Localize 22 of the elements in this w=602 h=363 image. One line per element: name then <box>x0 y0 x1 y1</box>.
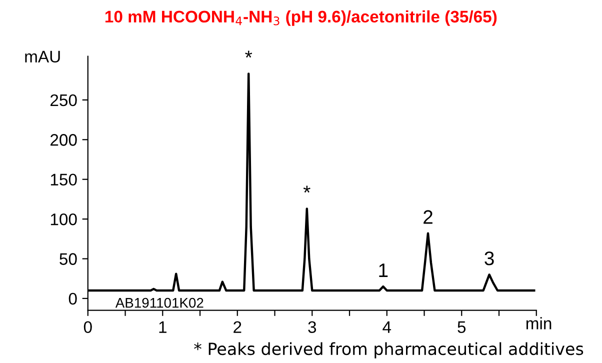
text: * Peaks derived from pharmaceutical additives <box>194 342 584 358</box>
y-tick-label: 50 <box>60 253 77 265</box>
annotation: 2 <box>424 210 432 224</box>
y-tick-label: 250 <box>50 94 77 106</box>
y-tick-label: 150 <box>50 174 77 186</box>
x-tick-label: 1 <box>159 321 166 333</box>
x-tick-label: 3 <box>308 321 316 334</box>
annotation: AB191101K02 <box>115 298 204 308</box>
y-axis-title: mAU <box>25 50 60 63</box>
annotation: 1 <box>379 264 388 277</box>
x-tick-label: 4 <box>382 321 392 333</box>
annotation: * <box>245 50 252 58</box>
x-tick-label: 5 <box>458 321 466 334</box>
annotation: * <box>303 186 310 193</box>
y-tick-label: 0 <box>68 292 77 305</box>
y-tick-label: 200 <box>50 134 77 146</box>
annotation: 3 <box>484 251 494 266</box>
chart-title: 10 mM HCOONH$_{4}$-NH$_{3}$ (pH 9.6)/acetonitrile (35/65) <box>105 10 497 26</box>
y-tick-label: 100 <box>50 213 77 226</box>
x-tick-label: 0 <box>84 321 92 334</box>
x-tick-label: 2 <box>234 321 242 333</box>
x-axis-title: min <box>526 317 552 330</box>
